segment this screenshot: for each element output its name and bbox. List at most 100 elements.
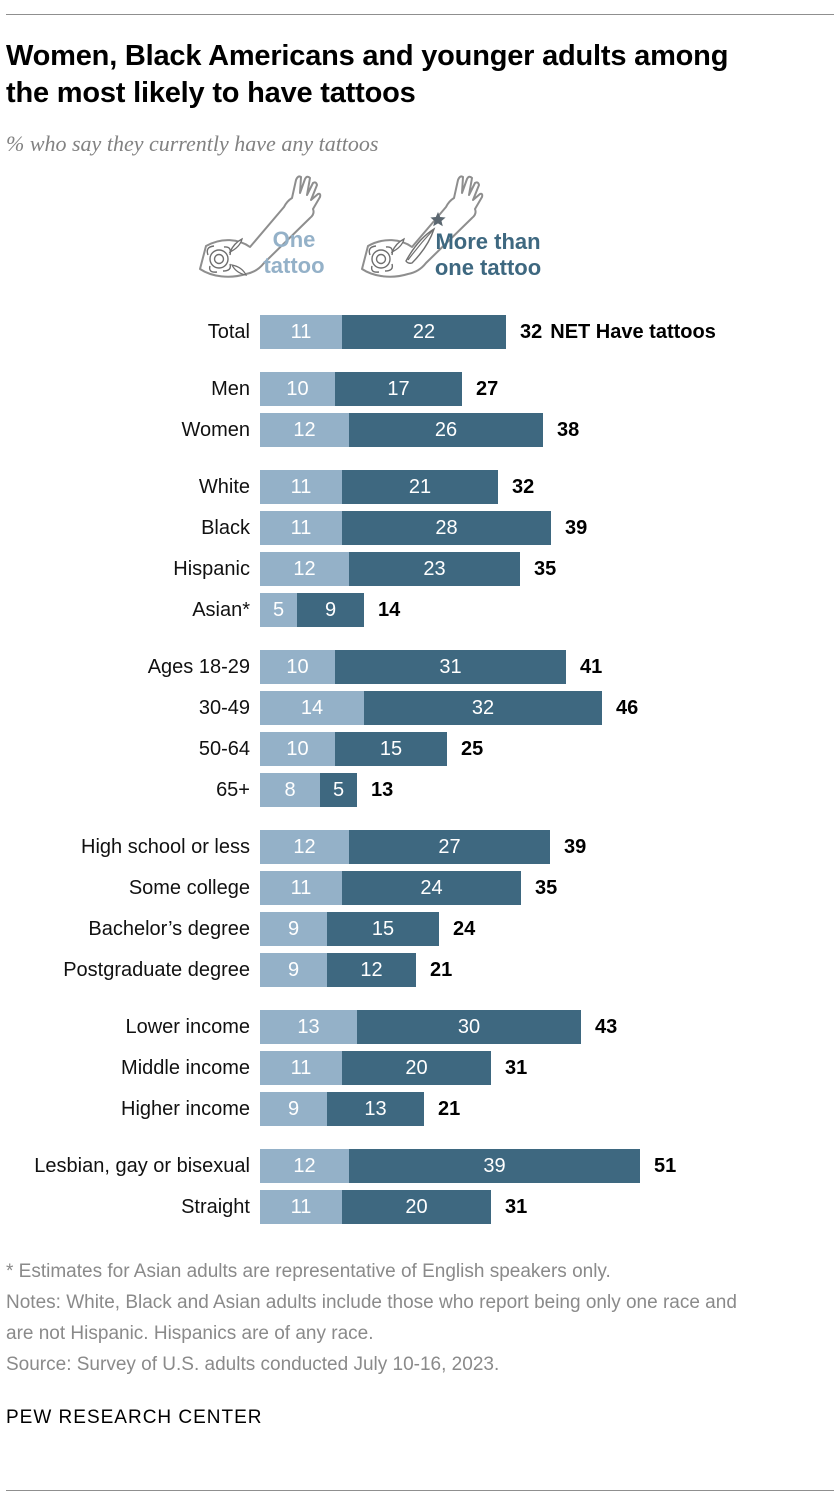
bar-segment-more-than-one-tattoo: 30 xyxy=(357,1010,581,1044)
top-rule xyxy=(6,14,834,15)
stacked-bar: 14 32 xyxy=(260,691,602,725)
chart-subtitle: % who say they currently have any tattoo… xyxy=(6,131,379,156)
group-sexual-orientation: Lesbian, gay or bisexual 12 39 51 Straight 11… xyxy=(6,1149,834,1224)
bar-segment-more-than-one-tattoo: 15 xyxy=(335,732,447,766)
bar-segment-one-tattoo: 14 xyxy=(260,691,364,725)
stacked-bar: 9 12 xyxy=(260,953,416,987)
bar-segment-one-tattoo: 12 xyxy=(260,830,349,864)
category-label: Straight xyxy=(181,1195,250,1218)
bar-segment-one-tattoo: 11 xyxy=(260,470,342,504)
stacked-bar: 10 17 xyxy=(260,372,462,406)
stacked-bar: 9 15 xyxy=(260,912,439,946)
chart-row: Asian* 5 9 14 xyxy=(6,593,834,627)
arm-one-tattoo-icon xyxy=(199,175,322,278)
category-label: Women xyxy=(181,418,250,441)
chart-row: Black 11 28 39 xyxy=(6,511,834,545)
bar-segment-one-tattoo: 12 xyxy=(260,1149,349,1183)
chart-row: 50-64 10 15 25 xyxy=(6,732,834,766)
net-value: 43 xyxy=(595,1015,618,1038)
bar-segment-more-than-one-tattoo: 9 xyxy=(297,593,364,627)
category-label: High school or less xyxy=(81,835,250,858)
category-label: Postgraduate degree xyxy=(63,958,250,981)
bar-segment-one-tattoo: 10 xyxy=(260,372,335,406)
net-value: 31 xyxy=(505,1056,528,1079)
stacked-bar: 11 20 xyxy=(260,1051,491,1085)
chart-row: Bachelor’s degree 9 15 24 xyxy=(6,912,834,946)
bar-segment-more-than-one-tattoo: 31 xyxy=(335,650,566,684)
bar-segment-one-tattoo: 11 xyxy=(260,871,342,905)
bar-segment-one-tattoo: 11 xyxy=(260,511,342,545)
bar-segment-more-than-one-tattoo: 39 xyxy=(349,1149,640,1183)
category-label: Men xyxy=(211,377,250,400)
net-value: 13 xyxy=(371,778,394,801)
category-label: Bachelor’s degree xyxy=(88,917,250,940)
bar-segment-more-than-one-tattoo: 28 xyxy=(342,511,551,545)
net-value: 21 xyxy=(438,1097,461,1120)
legend-label-more-than-one-tattoo: More than one tattoo xyxy=(434,229,542,280)
bar-segment-more-than-one-tattoo: 12 xyxy=(327,953,416,987)
bar-segment-more-than-one-tattoo: 5 xyxy=(320,773,357,807)
bar-segment-one-tattoo: 11 xyxy=(260,315,342,349)
bar-segment-more-than-one-tattoo: 13 xyxy=(327,1092,424,1126)
stacked-bar: 11 20 xyxy=(260,1190,491,1224)
bar-segment-more-than-one-tattoo: 26 xyxy=(349,413,543,447)
chart-row: Postgraduate degree 9 12 21 xyxy=(6,953,834,987)
chart-row: Total 11 22 32 NET Have tattoos xyxy=(6,315,834,349)
bar-segment-one-tattoo: 5 xyxy=(260,593,297,627)
category-label: 50-64 xyxy=(198,737,250,760)
bar-segment-one-tattoo: 9 xyxy=(260,953,327,987)
chart-row: Men 10 17 27 xyxy=(6,372,834,406)
bar-segment-more-than-one-tattoo: 27 xyxy=(349,830,550,864)
net-value: 32 xyxy=(520,320,543,343)
net-value: 27 xyxy=(476,377,499,400)
bar-segment-more-than-one-tattoo: 24 xyxy=(342,871,521,905)
category-label: Some college xyxy=(128,876,250,899)
chart-row: Women 12 26 38 xyxy=(6,413,834,447)
chart-legend: One tattoo More than one tattoo xyxy=(6,167,834,295)
stacked-bar: 11 21 xyxy=(260,470,498,504)
page-title: Women, Black Americans and younger adult… xyxy=(6,38,834,112)
category-label: Hispanic xyxy=(173,557,250,580)
group-income: Lower income 13 30 43 Middle income 11 20 31 Hig… xyxy=(6,1010,834,1126)
chart-row: White 11 21 32 xyxy=(6,470,834,504)
bar-segment-one-tattoo: 9 xyxy=(260,912,327,946)
chart-row: 65+ 8 5 13 xyxy=(6,773,834,807)
stacked-bar: 10 15 xyxy=(260,732,447,766)
net-value: 39 xyxy=(565,516,588,539)
bar-segment-one-tattoo: 9 xyxy=(260,1092,327,1126)
stacked-bar: 11 24 xyxy=(260,871,521,905)
category-label: Lesbian, gay or bisexual xyxy=(34,1154,250,1177)
bar-segment-more-than-one-tattoo: 17 xyxy=(335,372,462,406)
group-race-ethnicity: White 11 21 32 Black 11 28 39 Hispanic 12 23 35 Asia… xyxy=(6,470,834,627)
chart-row: Straight 11 20 31 xyxy=(6,1190,834,1224)
group-gender: Men 10 17 27 Women 12 26 38 xyxy=(6,372,834,447)
net-value: 51 xyxy=(654,1154,677,1177)
bar-segment-one-tattoo: 13 xyxy=(260,1010,357,1044)
chart-row: Middle income 11 20 31 xyxy=(6,1051,834,1085)
note-source: Source: Survey of U.S. adults conducted … xyxy=(6,1354,500,1375)
bottom-rule xyxy=(6,1490,834,1491)
bar-segment-one-tattoo: 12 xyxy=(260,552,349,586)
stacked-bar: 10 31 xyxy=(260,650,566,684)
category-label: Black xyxy=(201,516,250,539)
bar-segment-one-tattoo: 11 xyxy=(260,1190,342,1224)
chart-row: Lower income 13 30 43 xyxy=(6,1010,834,1044)
category-label: 30-49 xyxy=(198,696,250,719)
category-label: Higher income xyxy=(121,1097,250,1120)
net-value: 39 xyxy=(564,835,587,858)
note-asterisk: * Estimates for Asian adults are represe… xyxy=(6,1261,611,1282)
net-value: 21 xyxy=(430,958,453,981)
net-value: 38 xyxy=(557,418,580,441)
bar-segment-one-tattoo: 10 xyxy=(260,732,335,766)
category-label: Lower income xyxy=(125,1015,250,1038)
chart-row: 30-49 14 32 46 xyxy=(6,691,834,725)
net-suffix-label: NET Have tattoos xyxy=(550,320,716,343)
net-value: 46 xyxy=(616,696,639,719)
legend-label-one-tattoo: One tattoo xyxy=(263,227,325,278)
category-label: White xyxy=(198,475,250,498)
chart-row: Hispanic 12 23 35 xyxy=(6,552,834,586)
net-value: 41 xyxy=(580,655,603,678)
category-label: Ages 18-29 xyxy=(147,655,250,678)
